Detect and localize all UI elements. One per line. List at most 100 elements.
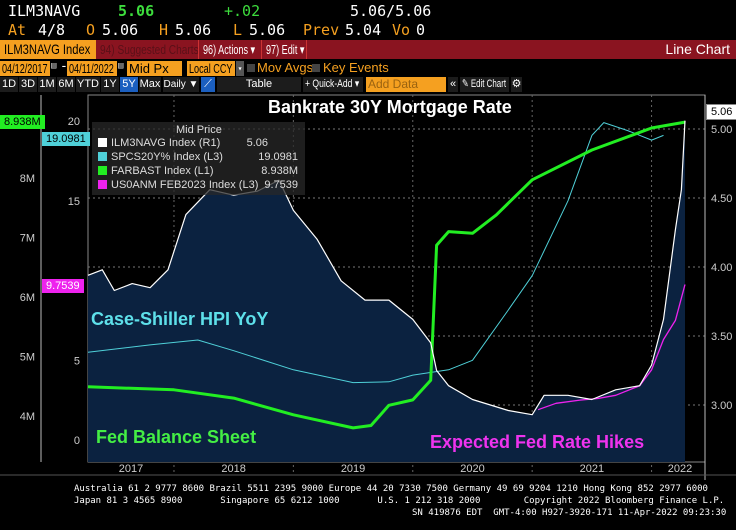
- prev-value: 5.04: [345, 21, 382, 39]
- l3-tick-label: 0: [74, 435, 80, 447]
- legend-axis: (L1): [193, 165, 214, 177]
- mortgage-rate-area: [88, 120, 685, 462]
- period-1d[interactable]: 1D: [0, 77, 18, 92]
- edit-chart-text: ✎ Edit Chart: [462, 78, 507, 90]
- table-button[interactable]: Table: [217, 77, 301, 92]
- x-tick-label: 2021: [580, 463, 604, 475]
- x-tick-label: 2018: [221, 463, 245, 475]
- chart-type-label: Line Chart: [665, 41, 730, 57]
- legend-value: 19.0981: [258, 151, 298, 163]
- quick-add-button[interactable]: + Quick-Add ▾: [303, 77, 363, 92]
- x-tick-label: 2017: [119, 463, 143, 475]
- x-tick-label: 2019: [341, 463, 365, 475]
- footer-line-1: Australia 61 2 9777 8600 Brazil 5511 239…: [74, 484, 708, 494]
- at-date: 4/8: [38, 21, 66, 39]
- legend-name: ILM3NAVG Index: [111, 137, 196, 149]
- net-change: +.02: [224, 2, 261, 20]
- key-events-checkbox[interactable]: [312, 64, 320, 72]
- x-tick-label: 2020: [460, 463, 484, 475]
- prev-label: Prev: [303, 21, 340, 39]
- last-value-tag-fed: 8.938M: [0, 115, 45, 129]
- fed-balance-sheet-line: [87, 120, 686, 430]
- calendar-icon[interactable]: ▤: [118, 61, 124, 71]
- collapse-button[interactable]: «: [448, 77, 458, 92]
- ticker: ILM3NAVG: [8, 2, 81, 20]
- footer-line-3: SN 419876 EDT GMT-4:00 H927-3920-171 11-…: [412, 508, 727, 518]
- l1-tick-label: 8M: [20, 173, 35, 185]
- legend-entry: FARBAST Index (L1) 8.938M: [98, 165, 298, 178]
- last-value-tag-caseshiller: 19.0981: [42, 132, 90, 146]
- date-dash: -: [60, 59, 68, 74]
- legend-swatch: [98, 152, 107, 161]
- annotation-rate-hikes: Expected Fed Rate Hikes: [430, 432, 645, 452]
- legend-axis: (R1): [198, 137, 221, 149]
- period-1m[interactable]: 1M: [38, 77, 56, 92]
- period-3d[interactable]: 3D: [19, 77, 37, 92]
- at-label: At: [8, 21, 27, 39]
- end-date-text: 04/11/2022: [69, 61, 114, 76]
- x-tick-label: 2022: [668, 463, 692, 475]
- legend-name: FARBAST Index: [111, 165, 191, 177]
- last-value-tag-mortgage: 5.06: [706, 104, 736, 120]
- period-ytd[interactable]: YTD: [76, 77, 100, 92]
- right-tick-label: 4.00: [711, 262, 732, 274]
- start-date-text: 04/12/2017: [2, 61, 48, 76]
- period-5y[interactable]: 5Y: [120, 77, 138, 92]
- period-max[interactable]: Max: [139, 77, 161, 92]
- l1-tick-label: 7M: [20, 233, 35, 245]
- legend-entry: SPCS20Y% Index (L3) 19.0981: [98, 151, 298, 164]
- chevron-down-icon[interactable]: ▾: [236, 61, 244, 76]
- open-value: 5.06: [102, 21, 139, 39]
- mov-avgs-label: Mov Avgs: [257, 60, 314, 75]
- period-6m[interactable]: 6M: [57, 77, 75, 92]
- add-data-input[interactable]: Add Data: [366, 77, 446, 92]
- field-select[interactable]: Mid Px: [127, 61, 182, 76]
- edit-chart-button[interactable]: ✎ Edit Chart: [460, 77, 509, 92]
- chart-area: 2017 2018 2019 2020 2021 2022 3.00 3.50 4.00 4.50…: [0, 94, 736, 480]
- right-tick-label: 5.00: [711, 124, 732, 136]
- l3-tick-label: 15: [68, 196, 80, 208]
- open-label: O: [86, 21, 96, 39]
- security-field[interactable]: ILM3NAVG Index: [0, 40, 96, 59]
- l3-tick-label: 20: [68, 116, 80, 128]
- suggested-charts-button[interactable]: 94) Suggested Charts: [96, 40, 199, 59]
- l1-tick-label: 4M: [20, 411, 35, 423]
- mov-avgs-checkbox[interactable]: [247, 64, 255, 72]
- high-label: H: [159, 21, 169, 39]
- currency-text: Local CCY: [189, 61, 233, 76]
- actions-menu-text: 96) Actions ▾: [203, 42, 256, 57]
- volume-value: 0: [416, 21, 426, 39]
- legend-header: Mid Price: [176, 124, 222, 136]
- last-price: 5.06: [118, 2, 155, 20]
- frequency-select[interactable]: Daily ▼: [163, 77, 199, 92]
- calendar-icon[interactable]: ▤: [51, 61, 57, 71]
- low-label: L: [233, 21, 243, 39]
- l1-tick-label: 5M: [20, 352, 35, 364]
- legend-value: 9.7539: [264, 179, 298, 191]
- case-shiller-line: [87, 122, 664, 384]
- currency-select[interactable]: Local CCY: [187, 61, 235, 76]
- legend-name: SPCS20Y% Index: [111, 151, 201, 163]
- chart-title: Bankrate 30Y Mortgage Rate: [268, 97, 512, 117]
- line-chart-icon[interactable]: ⟋: [201, 77, 215, 92]
- actions-menu[interactable]: 96) Actions ▾: [198, 40, 260, 59]
- bid-ask: 5.06/5.06: [350, 2, 432, 20]
- annotation-case-shiller: Case-Shiller HPI YoY: [91, 309, 269, 329]
- footer-line-2: Japan 81 3 4565 8900 Singapore 65 6212 1…: [74, 496, 725, 506]
- last-value-tag-hikes: 9.7539: [42, 279, 84, 293]
- high-value: 5.06: [175, 21, 212, 39]
- start-date-input[interactable]: 04/12/2017: [0, 61, 50, 76]
- end-date-input[interactable]: 04/11/2022: [67, 61, 117, 76]
- command-bar: ILM3NAVG Index 94) Suggested Charts 96) …: [0, 40, 736, 59]
- edit-menu[interactable]: 97) Edit ▾: [261, 40, 307, 59]
- suggested-charts-text: 94) Suggested Charts: [100, 42, 199, 57]
- rate-hikes-line: [537, 284, 686, 411]
- gear-icon[interactable]: ⚙: [511, 77, 522, 92]
- quick-add-text: + Quick-Add ▾: [305, 78, 360, 90]
- legend-axis: (L3): [203, 151, 223, 163]
- legend-entry: US0ANM FEB2023 Index (L3) 9.7539: [98, 179, 298, 192]
- legend-swatch: [98, 180, 107, 189]
- edit-menu-text: 97) Edit ▾: [266, 42, 305, 57]
- period-1y[interactable]: 1Y: [101, 77, 119, 92]
- security-field-text: ILM3NAVG Index: [4, 41, 91, 57]
